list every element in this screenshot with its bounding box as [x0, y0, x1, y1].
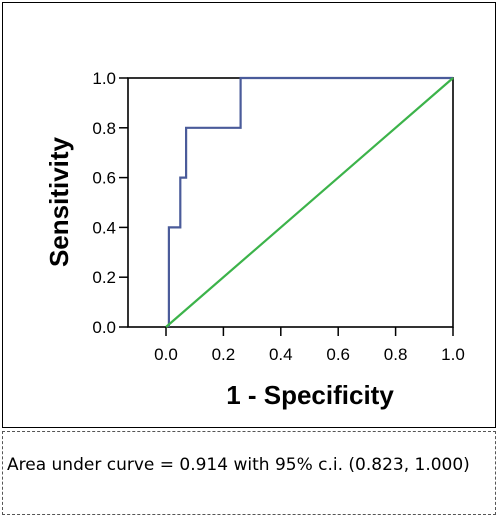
caption-box: Area under curve = 0.914 with 95% c.i. (… — [2, 431, 496, 515]
roc-chart: 0.0 0.2 0.4 0.6 0.8 1.0 0.0 0.2 0.4 0.6 0.8 1.0 1 -… — [44, 69, 465, 410]
y-axis-title: Sensitivity — [44, 136, 74, 267]
axis-ticks: 0.0 0.2 0.4 0.6 0.8 1.0 0.0 0.2 0.4 0.6 0.8 1.0 — [92, 69, 464, 364]
x-tick-label: 0.4 — [269, 345, 293, 364]
x-axis-title: 1 - Specificity — [226, 380, 394, 410]
y-tick-label: 0.2 — [92, 268, 116, 287]
auc-caption: Area under curve = 0.914 with 95% c.i. (… — [7, 455, 470, 475]
y-tick-label: 0.0 — [92, 318, 116, 337]
roc-curve-line — [167, 76, 453, 327]
x-tick-label: 0.2 — [212, 345, 236, 364]
x-tick-label: 1.0 — [441, 345, 465, 364]
chart-frame — [2, 2, 496, 428]
y-tick-label: 1.0 — [92, 69, 116, 88]
series-lines — [165, 76, 454, 328]
y-tick-label: 0.8 — [92, 119, 116, 138]
reference-diagonal-line — [165, 77, 454, 328]
y-tick-label: 0.6 — [92, 169, 116, 188]
x-tick-label: 0.8 — [384, 345, 408, 364]
plot-area — [127, 77, 454, 328]
y-tick-label: 0.4 — [92, 218, 116, 237]
x-tick-label: 0.6 — [326, 345, 350, 364]
plot-frame — [127, 77, 454, 328]
x-tick-label: 0.0 — [154, 345, 178, 364]
